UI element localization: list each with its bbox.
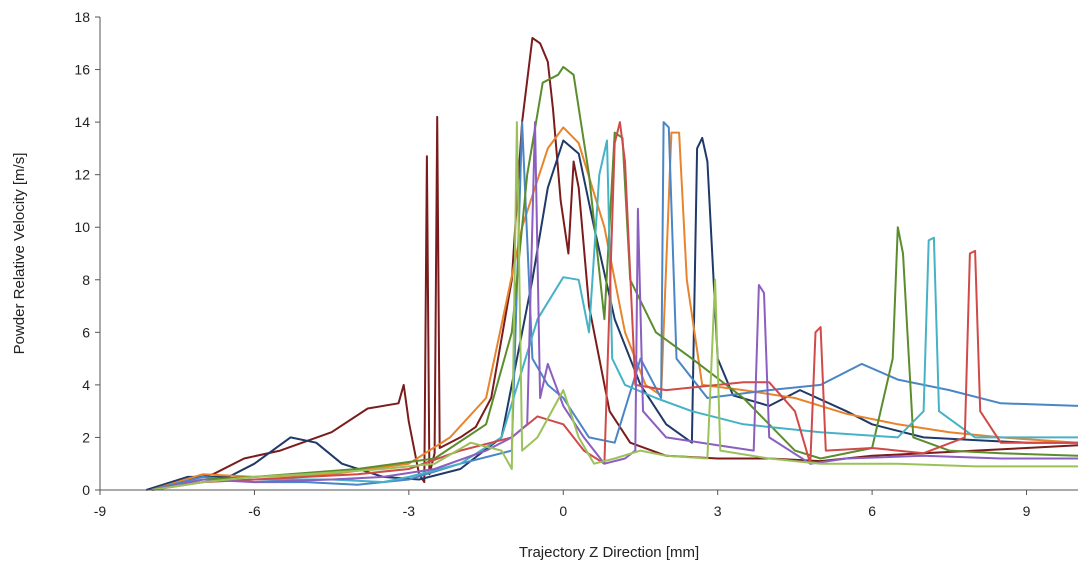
x-tick-label: -3 xyxy=(403,503,416,519)
y-axis-title: Powder Relative Velocity [m/s] xyxy=(11,153,28,355)
series-layer xyxy=(145,37,1079,491)
y-tick-label: 14 xyxy=(74,114,90,130)
x-tick-label: 9 xyxy=(1023,503,1031,519)
series-line-6 xyxy=(151,139,1078,491)
y-tick-label: 0 xyxy=(82,482,90,498)
series-line-4 xyxy=(151,121,1079,491)
x-axis-title: Trajectory Z Direction [mm] xyxy=(519,544,699,561)
x-tick-label: 6 xyxy=(868,503,876,519)
x-tick-label: 0 xyxy=(559,503,567,519)
x-tick-label: -6 xyxy=(248,503,261,519)
series-line-8 xyxy=(151,121,1078,491)
axes-layer: 0 2 4 6 8 10 12 14 16 18 -9 -6 -3 0 3 6 9 xyxy=(74,9,1078,519)
x-tick-label: -9 xyxy=(94,503,107,519)
y-tick-label: 16 xyxy=(74,62,90,78)
y-tick-label: 8 xyxy=(82,272,90,288)
series-line-2 xyxy=(145,136,1078,491)
series-line-5 xyxy=(151,65,1079,491)
y-tick-label: 10 xyxy=(74,219,90,235)
series-line-3 xyxy=(151,126,1079,491)
x-tick-label: 3 xyxy=(714,503,722,519)
y-tick-label: 4 xyxy=(82,377,90,393)
series-line-7 xyxy=(151,121,1078,491)
y-tick-label: 6 xyxy=(82,324,90,340)
y-tick-label: 12 xyxy=(74,167,90,183)
series-line-9 xyxy=(151,121,1078,491)
y-tick-label: 18 xyxy=(74,9,90,25)
series-line-1 xyxy=(151,37,1079,491)
y-tick-label: 2 xyxy=(82,429,90,445)
